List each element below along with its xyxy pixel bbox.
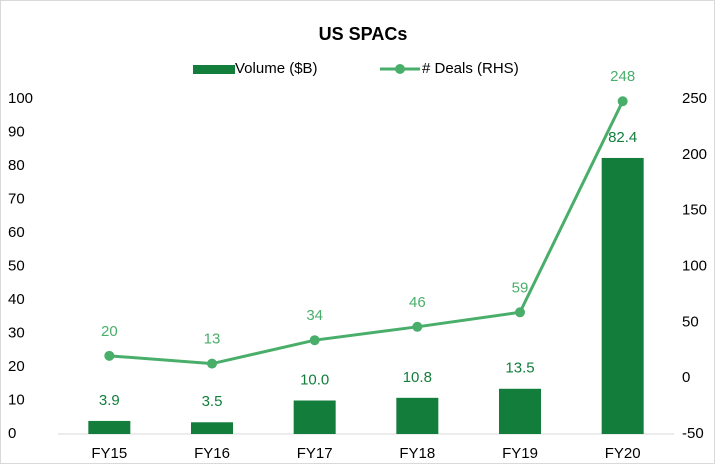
- bar: [396, 397, 439, 434]
- line-value-label: 20: [101, 323, 118, 340]
- legend-label: Volume ($B): [235, 60, 318, 77]
- x-tick-label: FY17: [297, 445, 333, 462]
- y2-tick-label: 50: [682, 313, 699, 330]
- bar: [499, 388, 541, 434]
- bar-value-label: 10.0: [300, 371, 329, 388]
- bar: [293, 400, 336, 434]
- y2-tick-label: 100: [682, 257, 707, 274]
- bar-value-label: 13.5: [505, 360, 534, 377]
- line-marker: [309, 335, 320, 346]
- bar-value-label: 3.5: [202, 393, 223, 410]
- y2-tick-label: 150: [682, 202, 707, 219]
- y-tick-label: 80: [8, 157, 25, 174]
- y-tick-label: 0: [8, 425, 16, 442]
- bar: [191, 422, 233, 434]
- line-marker: [207, 358, 217, 369]
- bar-value-label: 82.4: [608, 129, 637, 146]
- x-tick-label: FY19: [502, 445, 538, 462]
- bar: [88, 420, 131, 434]
- x-tick-label: FY20: [605, 445, 641, 462]
- line-value-label: 59: [512, 279, 529, 296]
- y-tick-label: 100: [8, 90, 33, 107]
- x-tick-label: FY18: [399, 445, 435, 462]
- x-tick-label: FY15: [91, 445, 127, 462]
- y2-tick-label: 200: [682, 146, 707, 163]
- bar-value-label: 3.9: [99, 392, 120, 409]
- y2-tick-label: 0: [682, 369, 690, 386]
- line-value-label: 248: [610, 68, 635, 85]
- legend-marker: [395, 64, 405, 74]
- line-value-label: 46: [409, 294, 426, 311]
- legend-label: # Deals (RHS): [422, 60, 519, 77]
- chart-title: US SPACs: [319, 24, 408, 44]
- y-tick-label: 20: [8, 358, 25, 375]
- line-marker: [412, 321, 423, 332]
- line-value-label: 13: [204, 331, 221, 348]
- legend-swatch: [193, 65, 235, 74]
- y-tick-label: 30: [8, 324, 25, 341]
- line-marker: [104, 350, 115, 361]
- y-tick-label: 60: [8, 224, 25, 241]
- bar-value-label: 10.8: [403, 369, 432, 386]
- y-tick-label: 70: [8, 190, 25, 207]
- line: [109, 100, 625, 366]
- bar: [601, 157, 644, 434]
- line-marker: [617, 96, 628, 107]
- y2-tick-label: -50: [682, 425, 704, 442]
- y-tick-label: 10: [8, 391, 25, 408]
- line-marker: [515, 307, 525, 318]
- line-value-label: 34: [306, 307, 323, 324]
- y-tick-label: 40: [8, 291, 25, 308]
- x-tick-label: FY16: [194, 445, 230, 462]
- y2-tick-label: 250: [682, 90, 707, 107]
- y-tick-label: 90: [8, 123, 25, 140]
- y-tick-label: 50: [8, 257, 25, 274]
